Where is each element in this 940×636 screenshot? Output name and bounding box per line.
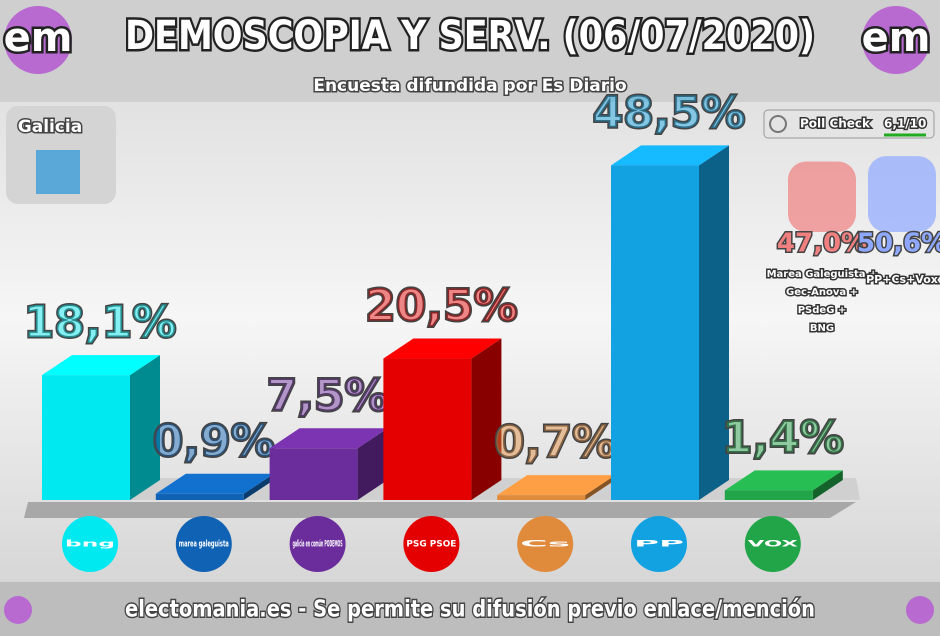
party-logo <box>744 516 801 572</box>
party-logo <box>631 516 687 572</box>
party-logo <box>175 516 232 572</box>
brand-logo <box>4 6 72 74</box>
party-logo <box>403 516 460 572</box>
party-name: bng <box>65 540 115 550</box>
bar <box>611 165 699 500</box>
brand-text: em <box>4 15 73 61</box>
party-name: galicia en común PODEMOS <box>293 540 343 550</box>
bar <box>269 448 358 500</box>
bar-top <box>383 338 502 359</box>
header-band <box>0 0 940 102</box>
subtitle: Encuesta difundida por Es Diario <box>313 76 626 96</box>
chart-title: DEMOSCOPIA Y SERV. (06/07/2020) <box>125 13 815 59</box>
bar-side <box>812 470 843 500</box>
value-label: 20,5% <box>365 281 518 332</box>
party-name: PP <box>634 540 685 550</box>
value-label: 0,7% <box>494 417 616 468</box>
value-label: 7,5% <box>267 370 389 421</box>
party-logo <box>517 516 574 572</box>
value-label: 48,5% <box>593 87 746 138</box>
bloc-name: Marea Galeguista + Gec-Anova + PSdeG + BNG <box>767 269 878 334</box>
bar-top <box>497 475 616 496</box>
party-name: PSG PSOE <box>406 540 456 550</box>
logo: em em <box>1 6 934 624</box>
bar <box>42 375 130 500</box>
footer: electomania.es - Se permite su difusión … <box>125 597 815 623</box>
party-logo <box>62 516 118 572</box>
bar-side <box>357 428 388 500</box>
bar-side <box>243 473 274 500</box>
bar <box>497 495 586 500</box>
brand-logo <box>862 6 930 74</box>
bloc-value: 50,6% <box>857 229 940 259</box>
value-label: 1,4% <box>722 412 844 463</box>
brand-text: em <box>862 15 931 61</box>
bloc-value: 47,0% <box>777 229 867 259</box>
party-name: Cs <box>520 540 570 550</box>
party-name: marea galeguista <box>179 540 229 550</box>
bar-side <box>471 338 502 500</box>
party-name: VOX <box>748 540 798 550</box>
target-icon <box>769 115 787 133</box>
bloc-icon <box>868 156 936 232</box>
footer-band <box>0 582 940 636</box>
floor <box>24 502 856 518</box>
brand-logo <box>4 596 32 624</box>
bar <box>383 358 472 500</box>
bar-side <box>585 475 616 500</box>
bar-top <box>269 428 388 449</box>
bar-top <box>155 473 274 494</box>
bar-top <box>724 470 843 491</box>
poll-check-score: 6,1/10 <box>884 117 926 131</box>
value-label: 0,9% <box>153 416 275 467</box>
bar <box>724 490 813 500</box>
bar-side <box>699 145 729 500</box>
poll-check: Poll Check <box>800 117 871 131</box>
value-label: 18,1% <box>24 297 177 348</box>
poll-check-box <box>763 109 935 139</box>
bar-top <box>611 145 729 166</box>
ballot-box-icon <box>36 150 80 194</box>
bar <box>155 493 244 500</box>
region: Galicia <box>18 117 82 137</box>
bloc-name: PP+Cs+Vox <box>866 273 938 286</box>
bloc-icon <box>788 161 856 232</box>
bar-side <box>130 355 160 500</box>
brand-logo <box>906 596 934 624</box>
bar-top <box>42 355 160 376</box>
party-logo <box>289 516 346 572</box>
